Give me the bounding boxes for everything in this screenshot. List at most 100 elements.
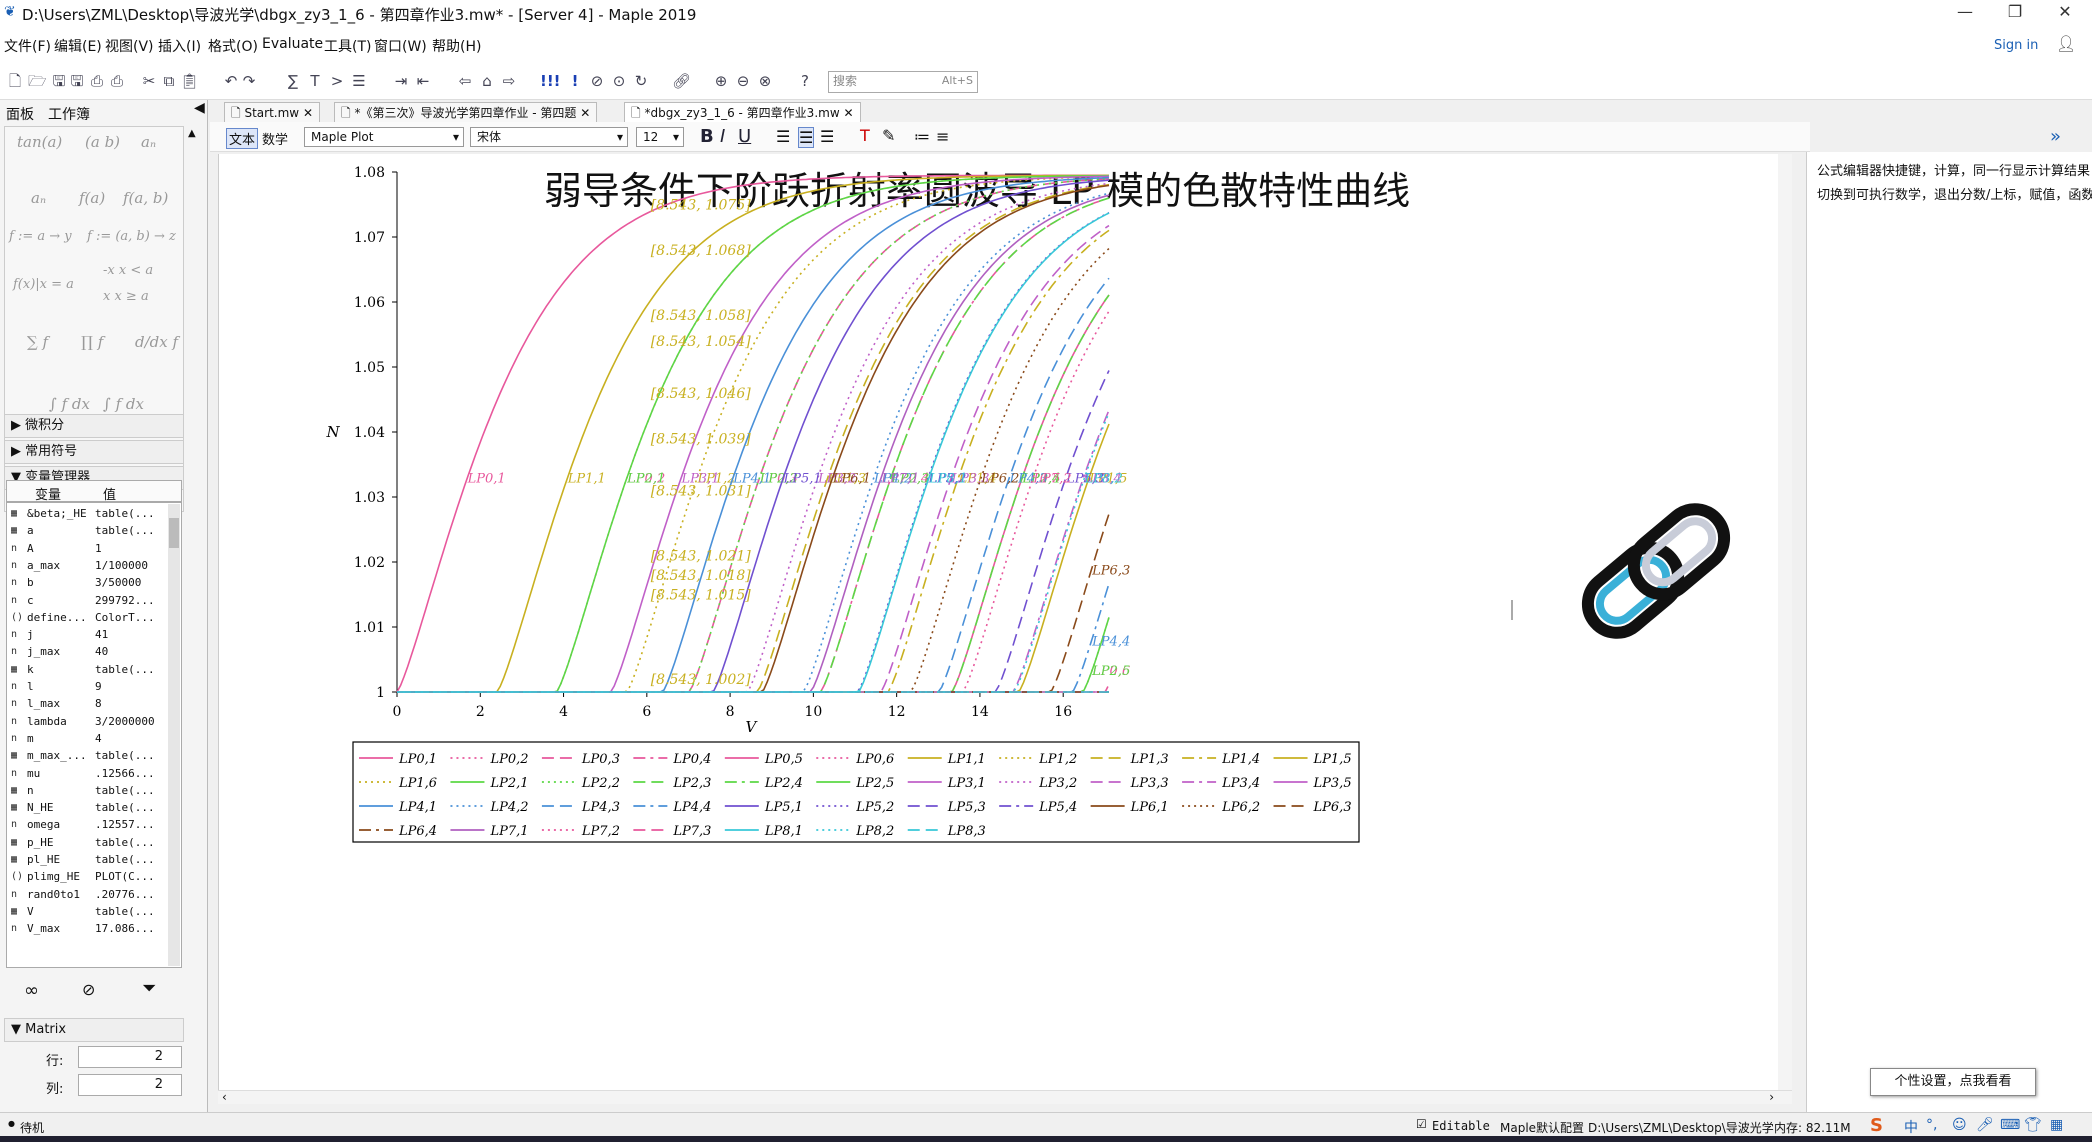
- curve-lp3-2[interactable]: [397, 182, 1110, 693]
- curve-lp7-1[interactable]: [397, 194, 1110, 693]
- close-tab-icon[interactable]: ✕: [843, 106, 854, 120]
- variable-row[interactable]: n l_max 8: [7, 695, 167, 712]
- scroll-left-icon[interactable]: ‹: [222, 1090, 227, 1104]
- curve-lp2-5[interactable]: [397, 617, 1110, 693]
- variable-row[interactable]: n mu .12566...: [7, 765, 167, 782]
- undo-icon[interactable]: ↶: [224, 72, 238, 90]
- ime-skin-icon[interactable]: 👕︎: [2024, 1117, 2042, 1133]
- curve-lp2-4[interactable]: [397, 294, 1110, 693]
- column-header-value[interactable]: 值: [103, 488, 117, 503]
- palette-item[interactable]: (a b): [85, 133, 121, 151]
- palette-item[interactable]: -x x < a: [103, 263, 154, 278]
- variable-row[interactable]: ▦ m_max_... table(...: [7, 747, 167, 764]
- curve-lp3-3[interactable]: [397, 224, 1110, 693]
- expand-panel-icon[interactable]: »: [2050, 126, 2062, 147]
- curve-lp6-1[interactable]: [397, 184, 1110, 693]
- help-icon[interactable]: ?: [801, 72, 809, 90]
- palette-item[interactable]: aₙ: [141, 133, 157, 151]
- tab-palettes[interactable]: 面板: [6, 107, 34, 123]
- palette-item[interactable]: aₙ: [31, 189, 47, 207]
- curve-lp8-1[interactable]: [397, 212, 1110, 693]
- tab-homework-3[interactable]: 🗋 *《第三次》导波光学第四章作业 - 第四题 ✕: [334, 102, 598, 122]
- palette-item[interactable]: f(x)|x = a: [13, 277, 74, 292]
- dispersion-plot[interactable]: 弱导条件下阶跃折射率圆波导 LP 模的色散特性曲线 0 2 4 6 8 10 12 14 161…: [219, 154, 1775, 1090]
- panel-scroll-up-icon[interactable]: ▲: [188, 128, 196, 139]
- redo-icon[interactable]: ↷: [242, 72, 256, 90]
- math-mode-button[interactable]: 数学: [262, 133, 289, 148]
- ime-keyboard-icon[interactable]: ⌨: [2000, 1117, 2021, 1133]
- curve-lp3-4[interactable]: [397, 409, 1110, 693]
- curve-lp5-2[interactable]: [397, 211, 1110, 693]
- vertical-splitter-handle[interactable]: [1511, 600, 1513, 620]
- style-select[interactable]: Maple Plot ▾: [304, 127, 464, 147]
- curve-lp0-4[interactable]: [397, 197, 1110, 693]
- curve-lp0-1[interactable]: [396, 174, 1109, 693]
- curve-lp8-2[interactable]: [397, 412, 1110, 693]
- save-icon[interactable]: 🖫: [52, 72, 66, 90]
- curve-lp4-2[interactable]: [397, 192, 1110, 693]
- variable-row[interactable]: () plimg_HE PLOT(C...: [7, 868, 167, 885]
- curve-lp2-1[interactable]: [397, 174, 1109, 693]
- palette-item[interactable]: ∑ f: [27, 333, 49, 351]
- execute-all-icon[interactable]: !!!: [540, 72, 561, 90]
- zoom-reset-icon[interactable]: ⊗: [758, 72, 772, 90]
- matrix-rows-input[interactable]: 2: [78, 1046, 182, 1068]
- section-calculus[interactable]: ▶ 微积分: [4, 414, 184, 438]
- variable-row[interactable]: ▦ pl_HE table(...: [7, 851, 167, 868]
- tab-workbook[interactable]: 工作簿: [48, 107, 90, 123]
- print-preview-icon[interactable]: ⎙: [110, 72, 123, 90]
- interrupt-icon[interactable]: ⊘: [590, 72, 604, 90]
- menu-insert[interactable]: 插入(I): [158, 39, 202, 55]
- palette-item[interactable]: x x ≥ a: [103, 289, 149, 304]
- variable-row[interactable]: ▦ p_HE table(...: [7, 834, 167, 851]
- palette-item[interactable]: tan(a): [17, 133, 63, 151]
- tab-start[interactable]: 🗋 Start.mw ✕: [224, 102, 320, 122]
- curve-lp1-1[interactable]: [397, 174, 1109, 693]
- variable-row[interactable]: () define... ColorT...: [7, 609, 167, 626]
- variable-row[interactable]: n omega .12557...: [7, 816, 167, 833]
- variable-row[interactable]: n rand0to1 .20776...: [7, 886, 167, 903]
- paste-icon[interactable]: 📋︎: [180, 72, 200, 90]
- prompt-insert-icon[interactable]: >: [330, 72, 344, 90]
- math-input-icon[interactable]: ∑: [287, 72, 299, 90]
- back-icon[interactable]: ⇦: [458, 72, 472, 90]
- underline-icon[interactable]: U: [738, 126, 752, 147]
- menu-help[interactable]: 帮助(H): [432, 39, 482, 55]
- zoom-in-icon[interactable]: ⊕: [714, 72, 728, 90]
- variable-row[interactable]: n j 41: [7, 626, 167, 643]
- tab-dbgx-active[interactable]: 🗋 *dbgx_zy3_1_6 - 第四章作业3.mw ✕: [624, 102, 861, 122]
- highlight-icon[interactable]: ✎: [882, 126, 896, 145]
- column-header-name[interactable]: 变量: [35, 488, 62, 503]
- copy-icon[interactable]: ⧉: [163, 72, 175, 90]
- menu-edit[interactable]: 编辑(E): [54, 39, 102, 55]
- align-right-icon[interactable]: ☰: [820, 127, 835, 146]
- curve-lp7-3[interactable]: [397, 684, 1110, 693]
- palette-item[interactable]: f := a → y: [9, 229, 72, 244]
- menu-window[interactable]: 窗口(W): [374, 39, 427, 55]
- palette-item[interactable]: d/dx f: [135, 333, 179, 351]
- variable-row[interactable]: n lambda 3/2000000: [7, 713, 167, 730]
- text-color-icon[interactable]: T: [860, 126, 870, 145]
- variable-scrollbar[interactable]: [168, 504, 180, 966]
- sign-in-link[interactable]: Sign in: [1994, 38, 2039, 53]
- zoom-out-icon[interactable]: ⊖: [736, 72, 750, 90]
- palette-item[interactable]: ∫ f dx: [49, 395, 90, 413]
- variable-row[interactable]: n c 299792...: [7, 592, 167, 609]
- curve-lp2-2[interactable]: [397, 178, 1110, 693]
- curve-lp1-5[interactable]: [397, 423, 1110, 693]
- variable-scrollbar-thumb[interactable]: [169, 518, 179, 548]
- outdent-icon[interactable]: ⇤: [416, 72, 430, 90]
- ime-sogou-icon[interactable]: S: [1870, 1115, 1883, 1136]
- bullet-list-icon[interactable]: ≔: [914, 127, 930, 146]
- new-file-icon[interactable]: 🗋: [8, 72, 22, 90]
- bold-icon[interactable]: B: [700, 126, 714, 147]
- variable-row[interactable]: n a_max 1/100000: [7, 557, 167, 574]
- menu-file[interactable]: 文件(F): [4, 39, 51, 55]
- curve-lp0-2[interactable]: [397, 174, 1109, 693]
- document-hscrollbar[interactable]: ‹ ›: [218, 1090, 1792, 1104]
- ime-language-icon[interactable]: 中: [1904, 1120, 1918, 1136]
- panel-collapse-icon[interactable]: ◀: [194, 100, 205, 116]
